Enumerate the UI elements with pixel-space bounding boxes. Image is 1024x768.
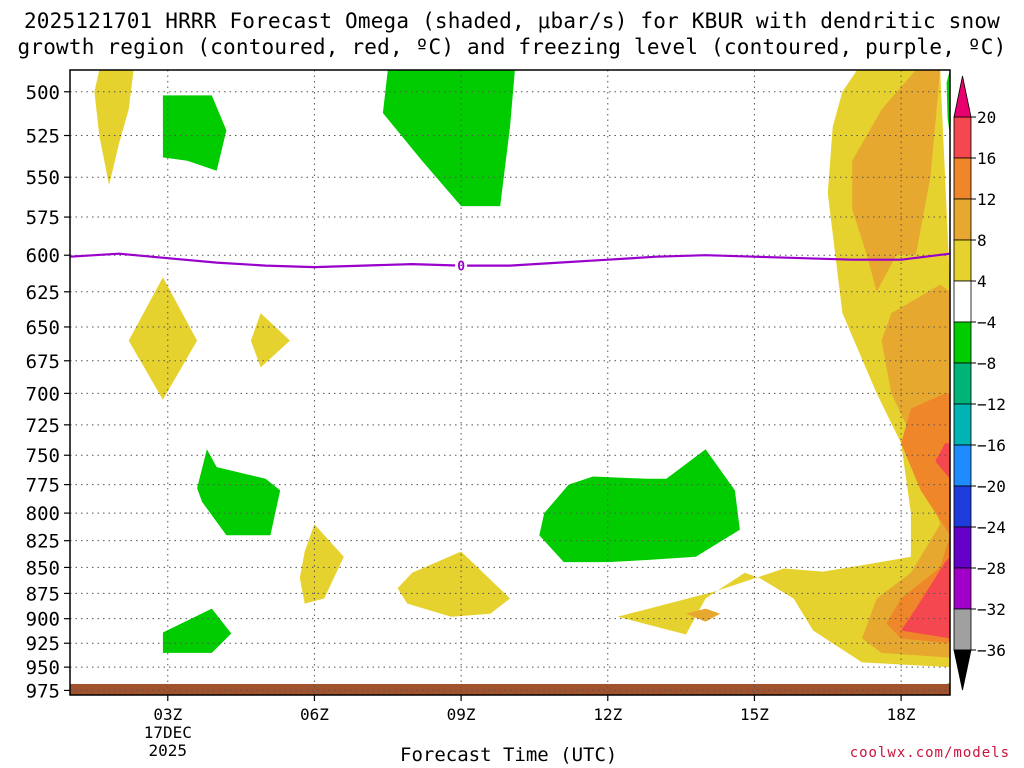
colorbar-bin-7 bbox=[953, 403, 972, 446]
y-tick-label-750: 750 bbox=[26, 445, 60, 467]
ground-surface bbox=[70, 683, 950, 695]
colorbar-label-12: −32 bbox=[977, 600, 1006, 619]
colorbar-bin-11 bbox=[953, 567, 972, 610]
x-tick-label-15Z: 15Z bbox=[740, 705, 769, 724]
colorbar-label-9: −20 bbox=[977, 477, 1006, 496]
colorbar-label-1: 16 bbox=[977, 149, 996, 168]
colorbar-bin-9 bbox=[953, 485, 972, 528]
colorbar-bin-8 bbox=[953, 444, 972, 487]
credit-link[interactable]: coolwx.com/models bbox=[849, 745, 1010, 761]
colorbar-label-5: −4 bbox=[977, 313, 996, 332]
y-tick-label-700: 700 bbox=[26, 383, 60, 405]
x-tick-label-18Z: 18Z bbox=[887, 705, 916, 724]
y-tick-label-500: 500 bbox=[26, 82, 60, 104]
y-tick-label-900: 900 bbox=[26, 609, 60, 631]
colorbar-bin-0 bbox=[953, 116, 972, 159]
colorbar-bin-10 bbox=[953, 526, 972, 569]
colorbar-label-8: −16 bbox=[977, 436, 1006, 455]
y-tick-label-550: 550 bbox=[26, 167, 60, 189]
x-tick-label-03Z: 03Z bbox=[153, 705, 182, 724]
grid-lines bbox=[70, 70, 950, 695]
omega-region-12 bbox=[862, 284, 950, 658]
colorbar-bin-4 bbox=[953, 280, 972, 323]
omega-region-0 bbox=[94, 70, 134, 186]
y-tick-label-975: 975 bbox=[26, 680, 60, 702]
colorbar-label-4: 4 bbox=[977, 272, 987, 291]
freezing-label-bg bbox=[455, 258, 468, 273]
colorbar-label-6: −8 bbox=[977, 354, 996, 373]
colorbar-bin-3 bbox=[953, 239, 972, 282]
omega-region-4 bbox=[250, 313, 290, 368]
omega-shading bbox=[70, 70, 950, 695]
omega-region-5 bbox=[197, 449, 281, 536]
colorbar-label-10: −24 bbox=[977, 518, 1006, 537]
y-tick-label-825: 825 bbox=[26, 531, 60, 553]
y-tick-label-600: 600 bbox=[26, 245, 60, 267]
omega-region-11 bbox=[852, 70, 941, 292]
colorbar-top-arrow bbox=[953, 75, 972, 118]
colorbar-bin-2 bbox=[953, 198, 972, 241]
y-tick-label-875: 875 bbox=[26, 583, 60, 605]
y-tick-label-525: 525 bbox=[26, 126, 60, 148]
x-axis-label: Forecast Time (UTC) bbox=[400, 744, 618, 766]
omega-region-14 bbox=[935, 443, 950, 479]
colorbar-label-3: 8 bbox=[977, 231, 987, 250]
omega-region-8 bbox=[539, 449, 740, 563]
x-date-label: 17DEC bbox=[144, 723, 192, 742]
colorbar: 20 16 12 8 4 −4 −8 −12 −16 −20 −24 −28 −32 −36 bbox=[953, 75, 1006, 691]
colorbar-label-11: −28 bbox=[977, 559, 1006, 578]
omega-region-7 bbox=[397, 551, 510, 617]
colorbar-bin-6 bbox=[953, 362, 972, 405]
colorbar-label-7: −12 bbox=[977, 395, 1006, 414]
y-tick-label-725: 725 bbox=[26, 415, 60, 437]
freezing-level-line bbox=[70, 252, 950, 269]
omega-region-17 bbox=[946, 70, 950, 136]
omega-region-1 bbox=[162, 95, 227, 171]
x-tick-label-06Z: 06Z bbox=[300, 705, 329, 724]
omega-region-3 bbox=[128, 277, 198, 400]
omega-region-16 bbox=[686, 608, 721, 622]
y-axis: 500 525 550 575 600 625 650 675 700 725 750 775 800 8… bbox=[26, 82, 70, 702]
y-tick-label-775: 775 bbox=[26, 475, 60, 497]
title-line-1: 2025121701 HRRR Forecast Omega (shaded, … bbox=[23, 9, 1001, 33]
omega-region-9 bbox=[162, 608, 232, 653]
x-tick-label-12Z: 12Z bbox=[593, 705, 622, 724]
y-tick-label-950: 950 bbox=[26, 657, 60, 679]
plot-frame bbox=[69, 69, 951, 696]
y-tick-label-675: 675 bbox=[26, 351, 60, 373]
colorbar-label-0: 20 bbox=[977, 108, 996, 127]
y-tick-label-575: 575 bbox=[26, 207, 60, 229]
colorbar-label-2: 12 bbox=[977, 190, 996, 209]
x-year-label: 2025 bbox=[149, 741, 188, 760]
freezing-level-contour: 0 bbox=[70, 252, 950, 275]
freezing-level-label: 0 bbox=[457, 260, 465, 275]
y-tick-label-625: 625 bbox=[26, 282, 60, 304]
title-line-2: growth region (contoured, red, ºC) and f… bbox=[17, 35, 1007, 59]
omega-region-15 bbox=[901, 556, 950, 639]
colorbar-bin-12 bbox=[953, 608, 972, 651]
x-tick-label-09Z: 09Z bbox=[447, 705, 476, 724]
omega-region-6 bbox=[299, 524, 344, 604]
chart-title: 2025121701 HRRR Forecast Omega (shaded, … bbox=[0, 8, 1024, 60]
y-tick-label-800: 800 bbox=[26, 503, 60, 525]
colorbar-bin-5 bbox=[953, 321, 972, 364]
y-tick-label-650: 650 bbox=[26, 317, 60, 339]
colorbar-label-13: −36 bbox=[977, 641, 1006, 660]
y-tick-label-925: 925 bbox=[26, 633, 60, 655]
y-tick-label-850: 850 bbox=[26, 557, 60, 579]
colorbar-bin-1 bbox=[953, 157, 972, 200]
omega-region-2 bbox=[382, 70, 515, 207]
colorbar-bottom-arrow bbox=[953, 649, 972, 691]
